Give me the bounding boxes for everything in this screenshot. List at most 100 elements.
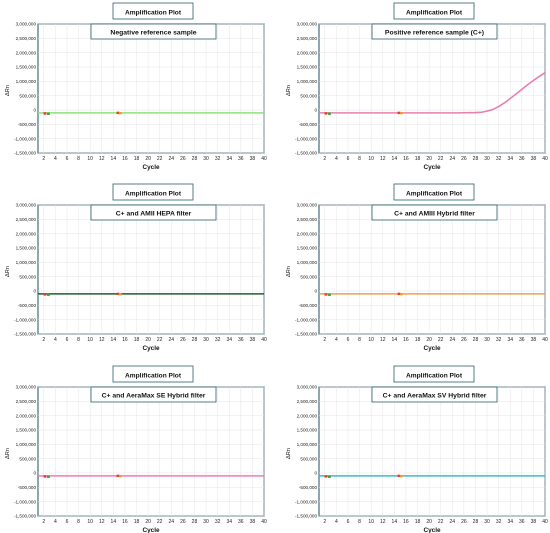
data-marker	[116, 292, 120, 296]
x-tick-label: 26	[180, 337, 186, 343]
y-tick-label: 2,000,000	[16, 413, 37, 418]
x-tick-label: 20	[426, 519, 432, 525]
x-tick-label: 40	[542, 519, 548, 525]
x-tick-label: 20	[145, 519, 151, 525]
x-tick-label: 12	[380, 519, 386, 525]
y-tick-label: 500,000	[300, 93, 317, 98]
y-tick-label: 500,000	[19, 456, 36, 461]
y-tick-label: 3,000,000	[297, 22, 318, 27]
title-box	[90, 204, 217, 221]
data-marker	[47, 112, 50, 115]
chart-title: C+ and AMIII Hybrid filter	[394, 211, 475, 218]
x-tick-label: 34	[226, 156, 232, 162]
y-tick-label: 1,500,000	[297, 428, 318, 433]
chart-title: Positive reference sample (C+)	[385, 30, 484, 37]
x-tick-label: 10	[368, 519, 374, 525]
y-tick-label: 3,000,000	[297, 203, 318, 208]
chart-title: Negative reference sample	[110, 30, 196, 37]
data-marker	[43, 112, 47, 115]
y-tick-label: 0	[314, 289, 317, 294]
x-tick-label: 12	[380, 156, 386, 162]
x-tick-label: 38	[531, 156, 537, 162]
x-tick-label: 12	[380, 337, 386, 343]
x-tick-label: 26	[180, 519, 186, 525]
header-box	[112, 2, 194, 20]
x-tick-label: 22	[157, 337, 163, 343]
x-tick-label: 2	[323, 156, 326, 162]
x-tick-label: 6	[347, 156, 350, 162]
y-tick-label: 1,500,000	[16, 428, 37, 433]
y-tick-label: 1,500,000	[16, 65, 37, 70]
x-tick-label: 14	[392, 337, 398, 343]
y-tick-label: 0	[33, 471, 36, 476]
chart-header: Amplification Plot	[406, 191, 463, 198]
x-tick-label: 2	[323, 519, 326, 525]
chart-title: C+ and AeraMax SE Hybrid filter	[102, 393, 206, 400]
x-tick-label: 24	[169, 519, 175, 525]
y-tick-label: 3,000,000	[16, 385, 37, 390]
x-tick-label: 24	[450, 519, 456, 525]
x-tick-label: 2	[42, 337, 45, 343]
x-tick-label: 40	[542, 337, 548, 343]
data-marker	[324, 475, 328, 478]
x-tick-label: 20	[426, 156, 432, 162]
y-axis-label: ΔRn	[5, 448, 11, 459]
y-tick-label: 2,500,000	[297, 399, 318, 404]
data-marker	[324, 112, 328, 115]
y-tick-label: 2,000,000	[297, 413, 318, 418]
y-axis-label: ΔRn	[5, 266, 11, 277]
x-tick-label: 4	[335, 156, 338, 162]
chart-header: Amplification Plot	[406, 10, 463, 17]
x-tick-label: 32	[215, 519, 221, 525]
y-tick-label: -500,000	[18, 485, 37, 490]
y-tick-label: -1,000,000	[295, 136, 317, 141]
x-tick-label: 14	[111, 337, 117, 343]
x-tick-label: 28	[473, 156, 479, 162]
x-tick-label: 6	[347, 337, 350, 343]
x-tick-label: 14	[111, 156, 117, 162]
x-tick-label: 26	[461, 519, 467, 525]
y-tick-label: -1,000,000	[14, 136, 36, 141]
y-tick-label: 500,000	[300, 274, 317, 279]
data-marker	[328, 112, 331, 115]
y-tick-label: -500,000	[299, 122, 318, 127]
y-tick-label: -1,500,000	[14, 151, 36, 156]
y-tick-label: -500,000	[18, 122, 37, 127]
y-tick-label: -1,000,000	[295, 317, 317, 322]
y-tick-label: -1,000,000	[14, 499, 36, 504]
y-tick-label: 1,000,000	[297, 79, 318, 84]
x-tick-label: 22	[438, 337, 444, 343]
x-axis-label: Cycle	[423, 527, 440, 533]
x-tick-label: 4	[54, 519, 57, 525]
x-tick-label: 14	[111, 519, 117, 525]
x-tick-label: 20	[145, 337, 151, 343]
x-tick-label: 36	[519, 519, 525, 525]
x-tick-label: 32	[496, 519, 502, 525]
data-marker	[118, 474, 122, 478]
x-tick-label: 22	[438, 519, 444, 525]
header-box	[393, 365, 475, 383]
x-tick-label: 30	[484, 156, 490, 162]
y-tick-label: 2,000,000	[16, 50, 37, 55]
x-tick-label: 16	[122, 156, 128, 162]
data-marker	[43, 293, 47, 296]
y-tick-label: 2,000,000	[297, 231, 318, 236]
y-tick-label: -500,000	[299, 485, 318, 490]
x-tick-label: 14	[392, 156, 398, 162]
x-tick-label: 34	[507, 519, 513, 525]
x-tick-label: 28	[473, 519, 479, 525]
y-tick-label: -1,500,000	[295, 151, 317, 156]
y-tick-label: 0	[314, 471, 317, 476]
y-tick-label: 1,000,000	[16, 260, 37, 265]
x-tick-label: 12	[99, 156, 105, 162]
plot-area	[318, 386, 546, 517]
title-box	[371, 23, 498, 40]
y-tick-label: 0	[33, 289, 36, 294]
plot-area	[318, 204, 546, 335]
x-tick-label: 2	[323, 337, 326, 343]
